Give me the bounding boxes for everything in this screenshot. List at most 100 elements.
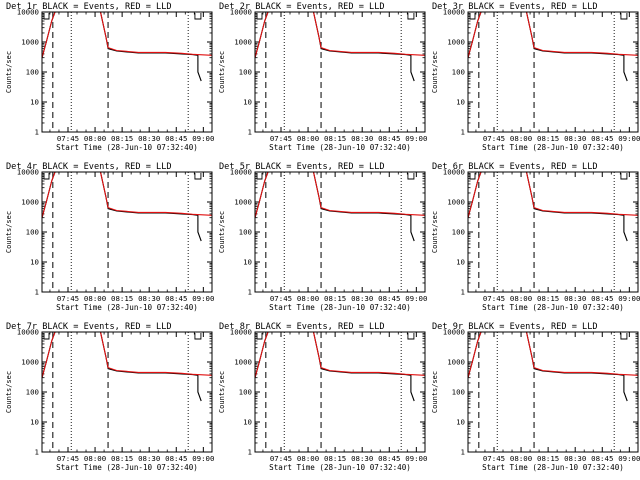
x-axis-label: Start Time (28-Jun-10 07:32:40): [56, 463, 198, 472]
x-tick-label: 09:00: [192, 454, 214, 463]
y-tick-label: 1: [461, 128, 465, 137]
x-tick-label: 08:45: [378, 454, 400, 463]
data-curves: [255, 332, 425, 402]
y-tick-label: 100: [452, 388, 465, 397]
y-tick-label: 10000: [17, 8, 39, 17]
bracket-marker-right: [620, 173, 628, 180]
series-line-lld: [468, 12, 638, 58]
panel-title: Det 4r BLACK = Events, RED = LLD: [6, 162, 172, 172]
x-tick-label: 07:45: [483, 454, 505, 463]
data-curves: [42, 12, 212, 82]
x-tick-label: 08:00: [84, 454, 106, 463]
plot-frame: [467, 331, 639, 453]
bracket-marker-left: [469, 173, 476, 180]
x-tick-label: 08:45: [591, 454, 613, 463]
x-tick-label: 09:00: [618, 294, 640, 303]
x-tick-label: 08:45: [165, 294, 187, 303]
x-tick-label: 08:15: [111, 454, 133, 463]
y-tick-label: 1000: [21, 358, 39, 367]
x-tick-label: 08:30: [351, 294, 373, 303]
y-tick-label: 10000: [443, 328, 465, 337]
series-line-lld: [255, 332, 425, 378]
bracket-marker-right: [194, 13, 202, 20]
x-tick-label: 08:45: [378, 294, 400, 303]
y-tick-label: 100: [452, 68, 465, 77]
series-line-events: [255, 172, 415, 242]
y-tick-label: 1: [35, 288, 39, 297]
series-line-lld: [255, 12, 425, 58]
x-tick-label: 07:45: [270, 294, 292, 303]
y-tick-label: 1000: [234, 38, 252, 47]
y-tick-label: 1: [248, 448, 252, 457]
y-tick-label: 100: [26, 68, 39, 77]
series-line-events: [42, 172, 202, 242]
series-line-lld: [42, 12, 212, 58]
x-tick-label: 07:45: [57, 454, 79, 463]
y-tick-label: 1: [248, 288, 252, 297]
bracket-marker-left: [43, 13, 50, 20]
x-tick-label: 08:30: [138, 454, 160, 463]
data-curves: [468, 12, 638, 82]
y-tick-label: 10: [456, 258, 465, 267]
panel-title: Det 8r BLACK = Events, RED = LLD: [219, 322, 385, 332]
x-tick-label: 08:30: [351, 134, 373, 143]
series-line-lld: [42, 172, 212, 218]
x-tick-label: 08:30: [351, 454, 373, 463]
y-tick-label: 1: [461, 448, 465, 457]
panel-6: Det 6r BLACK = Events, RED = LLD Counts/s…: [431, 162, 640, 312]
x-tick-label: 08:30: [138, 294, 160, 303]
panel-4: Det 4r BLACK = Events, RED = LLD Counts/s…: [5, 162, 214, 312]
x-tick-label: 08:30: [138, 134, 160, 143]
bracket-marker-left: [256, 333, 263, 340]
y-tick-label: 10: [456, 98, 465, 107]
data-curves: [255, 12, 425, 82]
bracket-marker-left: [256, 173, 263, 180]
y-tick-label: 10000: [17, 168, 39, 177]
plot-frame: [467, 11, 639, 133]
series-line-lld: [468, 172, 638, 218]
series-line-lld: [42, 332, 212, 378]
series-line-events: [468, 12, 628, 82]
y-tick-label: 1000: [447, 358, 465, 367]
x-tick-label: 07:45: [483, 294, 505, 303]
y-tick-label: 10: [30, 98, 39, 107]
y-tick-label: 100: [239, 388, 252, 397]
y-tick-label: 100: [26, 228, 39, 237]
x-tick-label: 08:00: [297, 294, 319, 303]
plot-frame: [254, 171, 426, 293]
x-tick-label: 07:45: [483, 134, 505, 143]
y-tick-label: 10000: [443, 8, 465, 17]
y-tick-label: 100: [26, 388, 39, 397]
plot-frame: [254, 11, 426, 133]
x-tick-label: 08:30: [564, 294, 586, 303]
y-tick-label: 1000: [447, 198, 465, 207]
x-tick-label: 08:15: [324, 134, 346, 143]
x-tick-label: 08:45: [165, 454, 187, 463]
y-axis-label: Counts/sec: [218, 51, 226, 93]
x-tick-label: 08:45: [378, 134, 400, 143]
bracket-marker-right: [194, 173, 202, 180]
y-tick-label: 10: [30, 418, 39, 427]
plot-frame: [467, 171, 639, 293]
x-tick-label: 08:30: [564, 454, 586, 463]
data-curves: [42, 172, 212, 242]
y-tick-label: 1: [461, 288, 465, 297]
plot-frame: [254, 331, 426, 453]
x-tick-label: 07:45: [270, 134, 292, 143]
panel-title: Det 1r BLACK = Events, RED = LLD: [6, 2, 172, 12]
x-tick-label: 08:15: [111, 294, 133, 303]
bracket-marker-left: [256, 13, 263, 20]
x-tick-label: 08:15: [537, 294, 559, 303]
bracket-marker-left: [43, 333, 50, 340]
panel-8: Det 8r BLACK = Events, RED = LLD Counts/s…: [218, 322, 427, 472]
y-tick-label: 10000: [230, 168, 252, 177]
x-axis-label: Start Time (28-Jun-10 07:32:40): [482, 143, 624, 152]
y-tick-label: 10000: [443, 168, 465, 177]
bracket-marker-left: [469, 13, 476, 20]
series-line-events: [255, 12, 415, 82]
y-axis-label: Counts/sec: [431, 211, 439, 253]
x-tick-label: 08:00: [510, 454, 532, 463]
panel-title: Det 6r BLACK = Events, RED = LLD: [432, 162, 598, 172]
bracket-marker-right: [194, 333, 202, 340]
y-tick-label: 10: [243, 98, 252, 107]
